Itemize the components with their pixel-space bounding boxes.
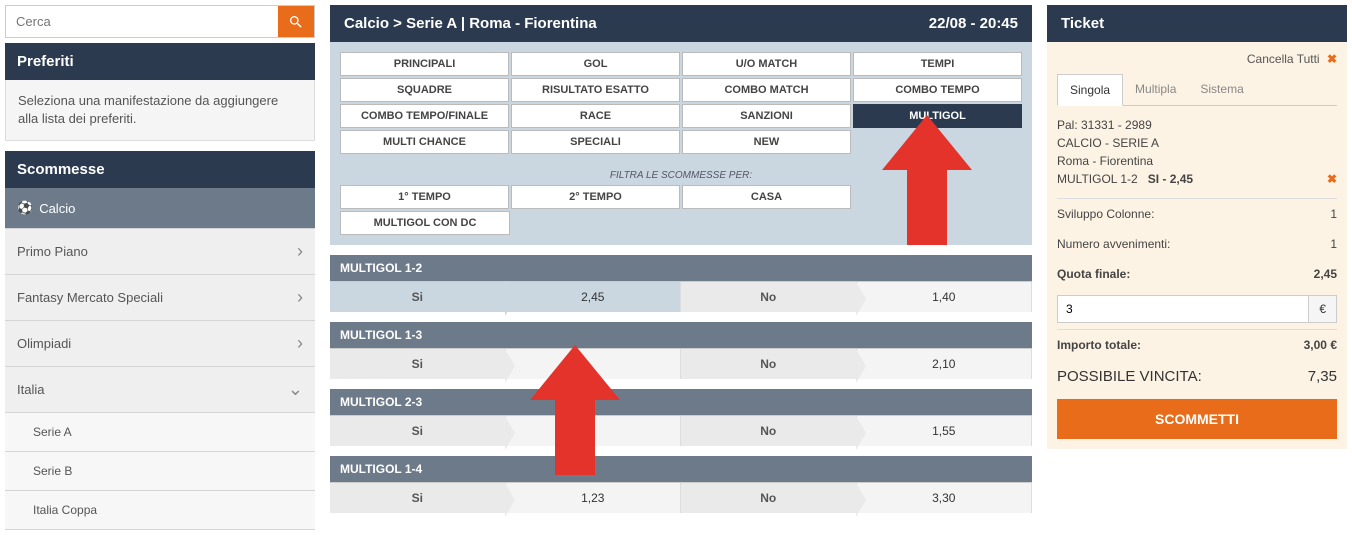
market-tab-sanzioni[interactable]: SANZIONI [682,104,851,128]
sviluppo-label: Sviluppo Colonne: [1057,207,1154,221]
ball-icon: ⚽ [17,200,33,216]
market-tab-new[interactable]: NEW [682,130,851,154]
sidebar-item-olimpiadi[interactable]: Olimpiadi › [5,321,315,367]
market-tab-tempi[interactable]: TEMPI [853,52,1022,76]
search-container [5,5,315,38]
ticket-tab-singola[interactable]: Singola [1057,74,1123,106]
market-tab-race[interactable]: RACE [511,104,680,128]
favorites-title: Preferiti [5,43,315,80]
outcome-no-label[interactable]: No [681,416,857,446]
match-breadcrumb: Calcio > Serie A | Roma - Fiorentina [344,15,597,32]
market-tab-risultato-esatto[interactable]: RISULTATO ESATTO [511,78,680,102]
sidebar-item-label: Fantasy Mercato Speciali [17,290,163,305]
sidebar-item-label: Olimpiadi [17,336,71,351]
market-tab-gol[interactable]: GOL [511,52,680,76]
sidebar-item-label: Calcio [39,201,75,216]
ticket-selection: MULTIGOL 1-2 [1057,172,1138,186]
outcome-si-label[interactable]: Si [330,282,506,312]
search-button[interactable] [278,6,314,37]
outcome-si-label[interactable]: Si [330,349,506,379]
place-bet-button[interactable]: SCOMMETTI [1057,399,1337,439]
market-tab-squadre[interactable]: SQUADRE [340,78,509,102]
ticket-tab-sistema[interactable]: Sistema [1188,74,1255,105]
outcome-si-odds[interactable]: 2,45 [506,282,682,312]
outcome-no-label[interactable]: No [681,483,857,513]
ticket-tab-multipla[interactable]: Multipla [1123,74,1188,105]
sviluppo-val: 1 [1330,207,1337,221]
market-header: MULTIGOL 1-2 [330,255,1032,281]
sidebar-item-italia-coppa[interactable]: Italia Coppa [5,491,315,530]
annotation-arrow-1 [882,115,972,245]
sidebar-item-calcio[interactable]: ⚽ Calcio [5,188,315,229]
search-input[interactable] [6,6,278,37]
chevron-icon: › [297,287,303,308]
ticket-selection-odds: 2,45 [1170,172,1193,186]
filter-casa[interactable]: CASA [682,185,851,209]
numavv-label: Numero avvenimenti: [1057,237,1170,251]
cancel-all-link[interactable]: Cancella Tutti [1247,52,1320,66]
importo-val: 3,00 € [1304,338,1337,352]
outcome-si-odds[interactable]: 1,23 [506,483,682,513]
importo-label: Importo totale: [1057,338,1141,352]
cancel-all-icon[interactable]: ✖ [1327,52,1337,66]
sidebar-item-fantasy-mercato-speciali[interactable]: Fantasy Mercato Speciali › [5,275,315,321]
ticket-event: Roma - Fiorentina [1057,152,1337,170]
market-tab-principali[interactable]: PRINCIPALI [340,52,509,76]
sidebar-item-label: Primo Piano [17,244,88,259]
chevron-icon: › [297,241,303,262]
favorites-hint: Seleziona una manifestazione da aggiunge… [5,80,315,141]
sidebar-item-label: Serie B [33,464,72,478]
quota-val: 2,45 [1314,267,1337,281]
market-tab-speciali[interactable]: SPECIALI [511,130,680,154]
outcome-si-label[interactable]: Si [330,483,506,513]
stake-input[interactable] [1057,295,1309,323]
outcome-si-label[interactable]: Si [330,416,506,446]
remove-selection-icon[interactable]: ✖ [1327,170,1337,188]
market-header: MULTIGOL 1-3 [330,322,1032,348]
win-val: 7,35 [1308,368,1337,385]
market-header: MULTIGOL 2-3 [330,389,1032,415]
chevron-icon: › [297,333,303,354]
search-icon [288,14,304,30]
outcome-no-label[interactable]: No [681,349,857,379]
numavv-val: 1 [1330,237,1337,251]
sidebar-item-italia[interactable]: Italia ⌄ [5,367,315,413]
stake-currency: € [1309,295,1337,323]
annotation-arrow-2 [530,345,620,475]
sidebar-item-label: Italia [17,382,44,397]
ticket-league: CALCIO - SERIE A [1057,134,1337,152]
sidebar-item-serie-b[interactable]: Serie B [5,452,315,491]
sidebar-item-serie-a[interactable]: Serie A [5,413,315,452]
sidebar-item-label: Italia Coppa [33,503,97,517]
match-datetime: 22/08 - 20:45 [929,15,1018,32]
market-tab-u-o-match[interactable]: U/O MATCH [682,52,851,76]
market-header: MULTIGOL 1-4 [330,456,1032,482]
sidebar-item-label: Serie A [33,425,72,439]
outcome-no-label[interactable]: No [681,282,857,312]
outcome-no-odds[interactable]: 3,30 [857,483,1033,513]
market-tab-combo-tempo[interactable]: COMBO TEMPO [853,78,1022,102]
bets-title: Scommesse [5,151,315,188]
outcome-no-odds[interactable]: 2,10 [857,349,1033,379]
ticket-pal: Pal: 31331 - 2989 [1057,116,1337,134]
market-tab-combo-match[interactable]: COMBO MATCH [682,78,851,102]
outcome-no-odds[interactable]: 1,55 [857,416,1033,446]
sidebar-item-primo-piano[interactable]: Primo Piano › [5,229,315,275]
outcome-no-odds[interactable]: 1,40 [857,282,1033,312]
filter-multigol-con-dc[interactable]: MULTIGOL CON DC [340,211,510,235]
quota-label: Quota finale: [1057,267,1130,281]
market-tab-combo-tempo-finale[interactable]: COMBO TEMPO/FINALE [340,104,509,128]
market-tab-multi-chance[interactable]: MULTI CHANCE [340,130,509,154]
match-header: Calcio > Serie A | Roma - Fiorentina 22/… [330,5,1032,42]
ticket-selection-side: SI [1148,172,1159,186]
win-label: POSSIBILE VINCITA: [1057,368,1202,385]
chevron-icon: ⌄ [288,379,303,400]
filter-2-tempo[interactable]: 2° TEMPO [511,185,680,209]
filter-1-tempo[interactable]: 1° TEMPO [340,185,509,209]
ticket-title: Ticket [1047,5,1347,42]
